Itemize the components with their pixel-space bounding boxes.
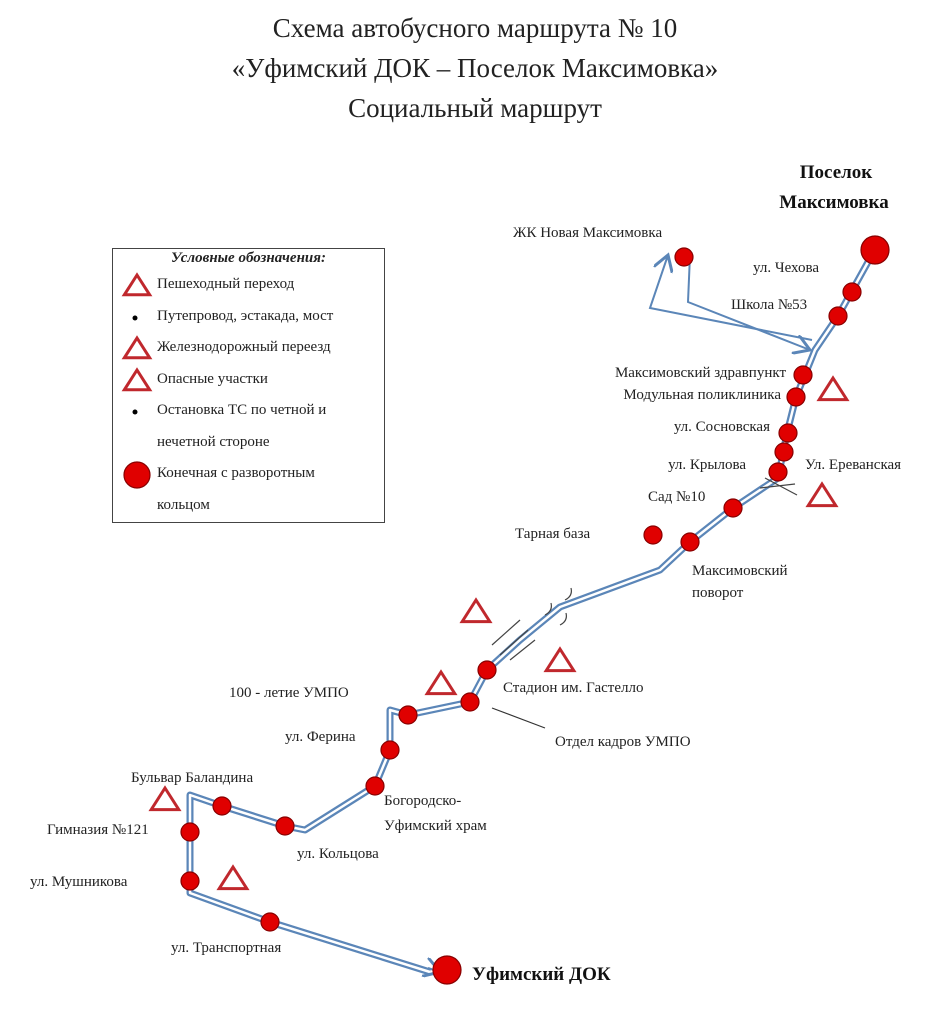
legend-item: Опасные участки <box>157 370 268 387</box>
stop-label: Модульная поликлиника <box>623 387 781 403</box>
warning-triangle-icon <box>805 481 839 508</box>
stop-dot <box>828 306 848 326</box>
warning-triangle-icon <box>148 785 182 812</box>
warning-triangle-icon <box>121 335 153 360</box>
legend-item: Конечная с разворотным <box>157 465 315 481</box>
stop-dot <box>768 462 788 482</box>
terminal-label-start: Уфимский ДОК <box>472 964 611 985</box>
pointer-arrow <box>491 707 546 729</box>
warning-triangle-icon <box>121 272 153 297</box>
title-line-2: «Уфимский ДОК – Поселок Максимовка» <box>231 53 719 83</box>
stop-dot <box>643 525 663 545</box>
title-line-1: Схема автобусного маршрута № 10 <box>272 13 678 43</box>
stop-dot <box>774 442 794 462</box>
stop-dot <box>786 387 806 407</box>
stop-label: Максимовский здравпункт <box>615 365 787 381</box>
stop-dot <box>793 365 813 385</box>
legend-triangle-icon <box>121 335 153 360</box>
legend-item: кольцом <box>157 496 210 513</box>
legend-triangle-icon <box>121 272 153 297</box>
legend-item: Пешеходный переход <box>157 276 295 292</box>
stop-dot <box>778 423 798 443</box>
stop-label: Сад №10 <box>648 489 705 505</box>
stop-label: 100 - летие УМПО <box>229 685 349 701</box>
stop-dot <box>842 282 862 302</box>
legend-item: Путепровод, эстакада, мост <box>157 307 334 324</box>
stop-label: Уфимский храм <box>384 818 487 834</box>
warning-triangle-icon <box>216 864 250 891</box>
stop-dot <box>398 705 418 725</box>
terminal-circle <box>123 461 151 489</box>
warnings <box>148 375 850 891</box>
stop-label: Бульвар Баландина <box>131 770 253 786</box>
stop-label: Стадион им. Гастелло <box>503 680 643 696</box>
warning-triangle-icon <box>121 366 153 391</box>
railway-crossing <box>759 483 796 489</box>
stop-dot <box>380 740 400 760</box>
terminal-label-1: Поселок <box>800 162 873 183</box>
stop-label: ул. Мушникова <box>30 874 128 890</box>
terminal-circle <box>860 235 890 265</box>
stop-dot <box>365 776 385 796</box>
stop-label: Школа №53 <box>731 297 807 313</box>
stop-dot <box>723 498 743 518</box>
stop-label: ул. Ферина <box>285 729 356 745</box>
title-line-3: Социальный маршрут <box>348 93 602 123</box>
stop-label: поворот <box>692 585 744 601</box>
legend-dot-icon <box>132 315 138 320</box>
warning-triangle-icon <box>816 375 850 402</box>
stop-label: Гимназия №121 <box>47 822 149 838</box>
legend: Условные обозначения: Пешеходный переход… <box>112 248 385 523</box>
stop-dot <box>680 532 700 552</box>
stop-dot <box>180 822 200 842</box>
legend-item: Остановка ТС по четной и <box>157 402 327 418</box>
stop-dot <box>275 816 295 836</box>
stop-label: Ул. Ереванская <box>805 457 901 473</box>
warning-triangle-icon <box>424 669 458 696</box>
stop-label: ул. Сосновская <box>674 419 770 435</box>
stop-label: ул. Кольцова <box>297 846 379 862</box>
warning-triangle-icon <box>543 646 577 673</box>
stops <box>180 235 890 985</box>
stop-label: Богородско- <box>384 793 461 809</box>
stop-dot <box>674 247 694 267</box>
terminal-label-2: Максимовка <box>779 192 889 213</box>
stop-label: ЖК Новая Максимовка <box>513 225 662 241</box>
stop-dot <box>180 871 200 891</box>
stop-dot <box>460 692 480 712</box>
stop-label: ул. Чехова <box>753 260 819 276</box>
stop-label: Максимовский <box>692 563 788 579</box>
legend-triangle-icon <box>121 366 153 391</box>
stop-dot <box>260 912 280 932</box>
stop-dot <box>212 796 232 816</box>
legend-circle-icon <box>123 461 151 489</box>
stop-label: Отдел кадров УМПО <box>555 734 691 750</box>
stop-dot <box>477 660 497 680</box>
stop-label: ул. Крылова <box>668 457 746 473</box>
terminal-circle <box>432 955 462 985</box>
legend-dot-icon <box>132 409 138 415</box>
warning-triangle-icon <box>459 597 493 624</box>
stop-label: Тарная база <box>515 526 590 542</box>
legend-item: Железнодорожный переезд <box>157 339 331 355</box>
legend-heading: Условные обозначения: <box>171 250 326 266</box>
stop-label: ул. Транспортная <box>171 940 281 956</box>
legend-item: нечетной стороне <box>157 433 270 450</box>
bridge-marks <box>491 587 572 661</box>
